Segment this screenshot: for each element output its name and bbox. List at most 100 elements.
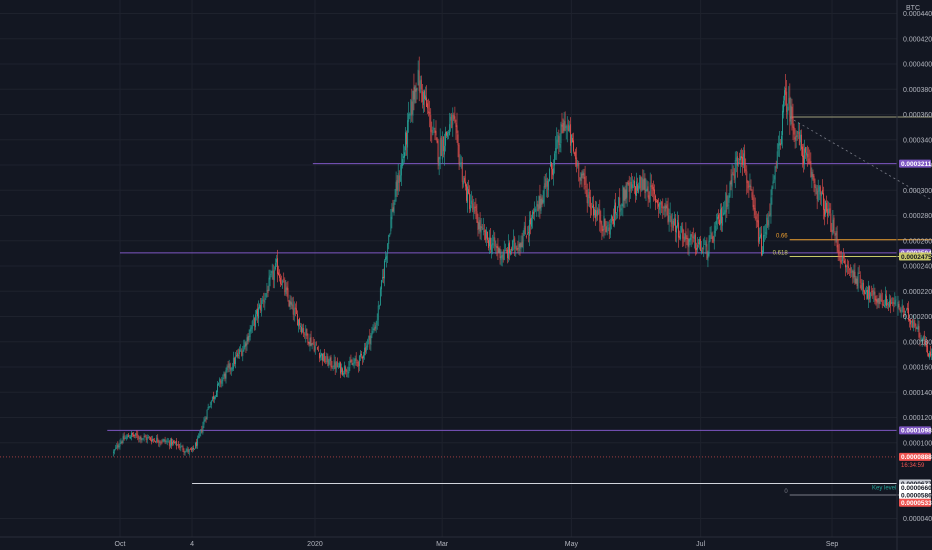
candle-body	[195, 442, 196, 449]
candle-body	[558, 136, 560, 146]
candle-body	[866, 290, 867, 293]
candle-body	[290, 301, 292, 305]
candle-body	[688, 239, 690, 248]
candle-body	[833, 217, 835, 232]
candle-body	[355, 358, 357, 362]
candle-body	[156, 437, 158, 442]
candle-body	[552, 168, 553, 175]
candle-body	[332, 368, 334, 370]
candle-body	[492, 243, 494, 246]
candle-body	[270, 274, 272, 275]
candle-body	[148, 437, 150, 438]
candle-body	[303, 327, 305, 334]
candle-body	[357, 361, 359, 367]
candle-body	[697, 244, 698, 250]
candle-body	[670, 215, 672, 227]
candle-body	[627, 180, 629, 185]
candle-body	[224, 373, 226, 379]
candle-body	[474, 207, 476, 208]
candle-body	[921, 339, 923, 342]
candle-body	[394, 199, 396, 202]
candle-body	[819, 186, 821, 195]
candle-body	[323, 353, 325, 362]
dotted-trendline[interactable]	[789, 117, 932, 495]
candle-body	[137, 434, 139, 439]
candle-body	[190, 448, 192, 451]
candle-body	[420, 79, 422, 90]
candle-body	[427, 103, 428, 109]
candle-body	[417, 69, 419, 86]
candle-body	[725, 193, 727, 213]
candle-body	[429, 111, 431, 115]
candle-body	[114, 449, 116, 452]
candle-body	[785, 88, 787, 95]
candle-body	[847, 265, 848, 267]
candle-body	[625, 189, 627, 200]
candle-body	[884, 294, 886, 306]
candle-body	[369, 335, 371, 344]
candle-body	[503, 250, 505, 261]
candle-body	[265, 293, 267, 298]
candle-body	[445, 132, 446, 146]
candle-body	[712, 236, 714, 243]
candle-body	[175, 441, 176, 443]
candle-body	[880, 294, 882, 302]
candle-body	[823, 193, 824, 210]
candle-body	[325, 361, 327, 362]
candle-body	[645, 189, 647, 192]
candle-body	[810, 160, 812, 178]
candle-body	[860, 285, 862, 291]
candle-body	[779, 143, 781, 146]
candle-body	[632, 181, 634, 183]
candle-body	[649, 182, 651, 202]
candle-body	[727, 204, 729, 206]
candle-body	[227, 366, 229, 368]
candle-body	[680, 234, 682, 239]
fib-retracement[interactable]: 0.66 0.618 0	[773, 116, 932, 496]
candle-body	[473, 206, 475, 213]
price-tag-label: 0.0000586	[901, 492, 932, 499]
candle-body	[322, 353, 323, 361]
candle-body	[450, 116, 452, 121]
candle-body	[257, 308, 258, 317]
candle-body	[662, 207, 664, 209]
candle-body	[485, 230, 487, 239]
candle-body	[703, 246, 705, 250]
candle-body	[361, 354, 362, 356]
candle-body	[246, 337, 248, 345]
candle-body	[582, 171, 584, 176]
candle-body	[651, 185, 653, 190]
candle-body	[890, 299, 892, 306]
candle-body	[574, 152, 575, 155]
candle-body	[440, 137, 442, 156]
candle-body	[773, 180, 775, 182]
candle-body	[886, 295, 887, 306]
candle-body	[271, 270, 273, 274]
candle-body	[261, 300, 263, 312]
candle-body	[275, 259, 277, 263]
candle-body	[163, 439, 165, 441]
candle-body	[806, 152, 808, 156]
trend-line[interactable]	[789, 117, 932, 495]
candle-body	[720, 209, 721, 225]
candle-body	[714, 225, 716, 234]
candle-body	[617, 206, 619, 212]
candle-body	[666, 204, 668, 209]
candle-body	[424, 90, 425, 99]
candle-body	[818, 185, 820, 192]
candle-body	[868, 285, 869, 300]
candle-body	[446, 131, 447, 136]
candle-body	[743, 153, 745, 166]
candle-body	[511, 248, 512, 251]
candle-body	[454, 116, 456, 123]
candle-body	[282, 280, 284, 284]
candle-body	[464, 181, 466, 187]
time-axis[interactable]: Oct42020MarMayJulSepNov2021MarMayJulSep	[0, 536, 932, 548]
candle-body	[442, 136, 444, 152]
candle-body	[616, 214, 617, 215]
candle-body	[774, 166, 776, 180]
